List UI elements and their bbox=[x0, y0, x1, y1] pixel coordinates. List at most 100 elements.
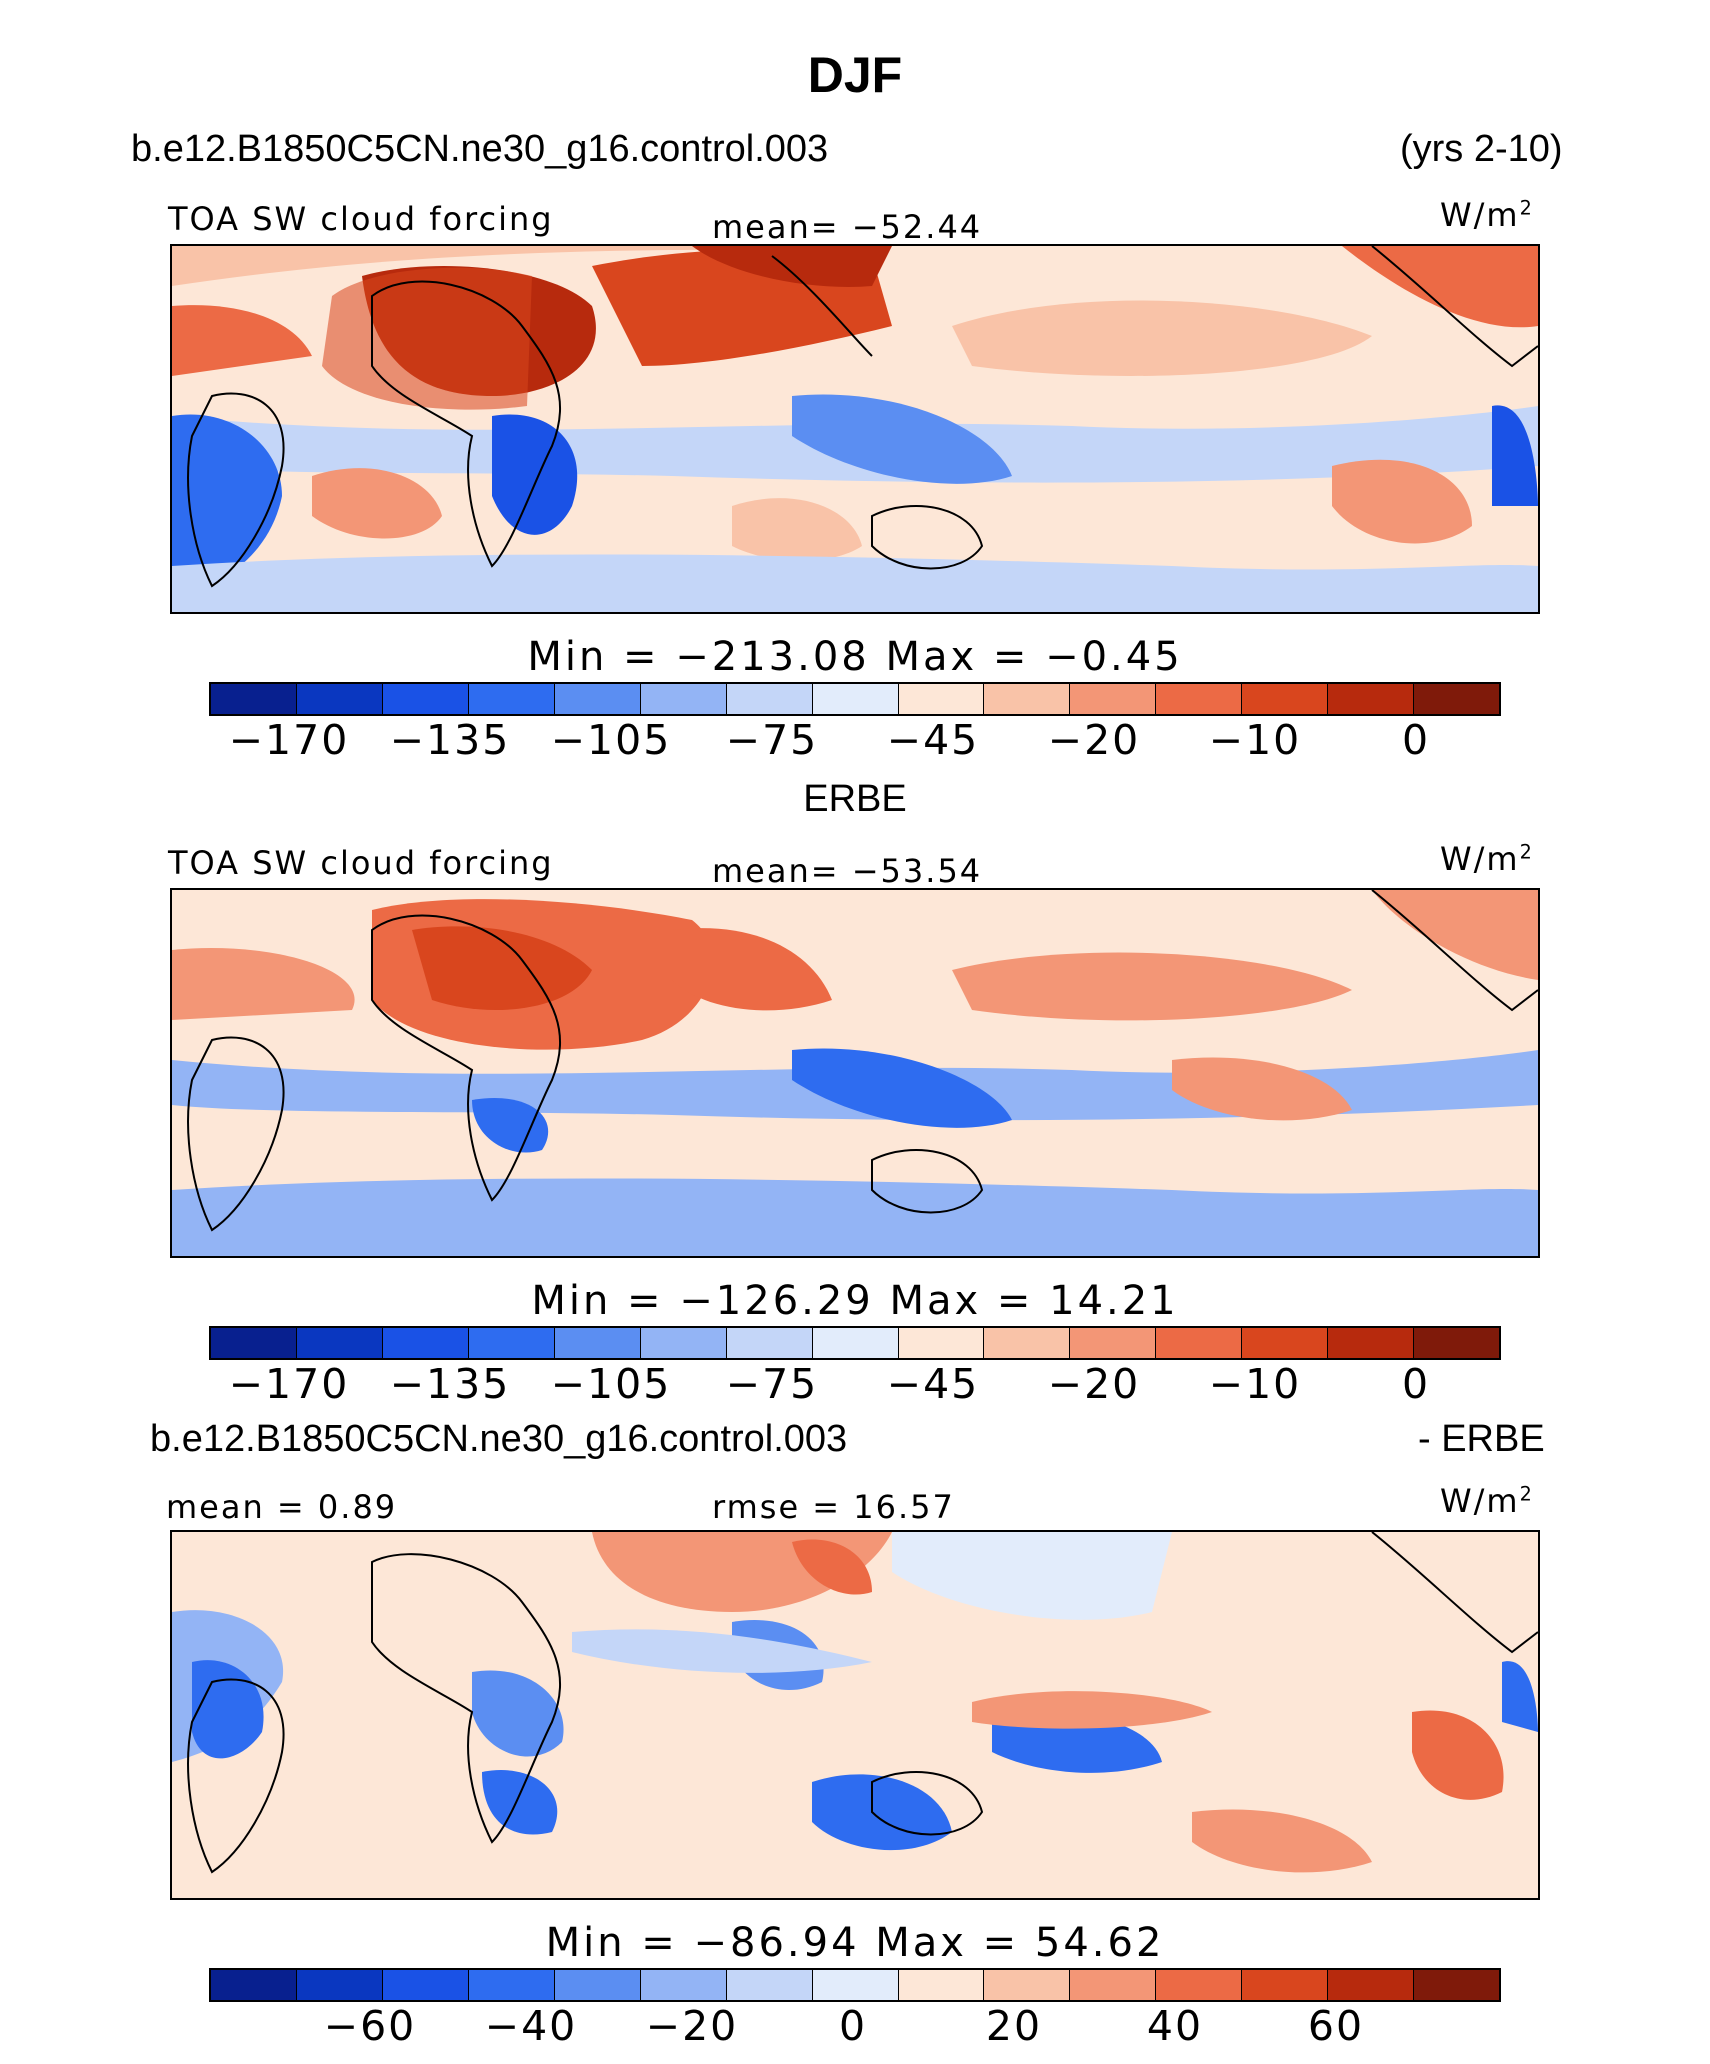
contour-region bbox=[472, 1670, 564, 1757]
figure-title: DJF bbox=[807, 47, 903, 103]
contour-region bbox=[472, 1098, 549, 1153]
colorbar-swatch bbox=[640, 1970, 727, 2000]
contour-region bbox=[1502, 1661, 1538, 1732]
panel3-contour-field bbox=[172, 1532, 1538, 1898]
colorbar-swatch bbox=[1070, 1970, 1157, 2000]
panel3-tick: −60 bbox=[323, 2002, 417, 2050]
coastline-australia bbox=[871, 1149, 984, 1214]
panel3-rmse-label: rmse = 16.57 bbox=[712, 1488, 955, 1526]
contour-region bbox=[952, 300, 1372, 376]
contour-region bbox=[732, 498, 862, 561]
panel2-obs-label: ERBE bbox=[803, 778, 907, 820]
panel2-contour-field bbox=[172, 890, 1538, 1256]
contour-region bbox=[492, 414, 578, 535]
contour-region bbox=[172, 305, 312, 376]
contour-region bbox=[1412, 1710, 1504, 1800]
contour-region bbox=[1372, 890, 1538, 980]
contour-region bbox=[172, 1178, 1538, 1256]
panel2-tick: −75 bbox=[725, 1360, 819, 1408]
panel1-variable-label: TOA SW cloud forcing bbox=[168, 200, 554, 238]
panel1-tick: −45 bbox=[886, 716, 980, 764]
panel3-minmax-label: Min = −86.94 Max = 54.62 bbox=[545, 1920, 1165, 1966]
panel1-mean-label: mean= −52.44 bbox=[712, 208, 983, 246]
coastline-north-america bbox=[1371, 890, 1538, 1012]
colorbar-swatch bbox=[984, 684, 1071, 714]
coastline-australia bbox=[871, 505, 984, 570]
panel3-case-label: b.e12.B1850C5CN.ne30_g16.control.003 bbox=[150, 1418, 848, 1460]
panel3-tick: 40 bbox=[1146, 2002, 1204, 2050]
colorbar-swatch bbox=[640, 1328, 727, 1358]
panel1-tick: −135 bbox=[389, 716, 511, 764]
panel2-map bbox=[170, 888, 1540, 1258]
colorbar-swatch bbox=[1414, 1328, 1500, 1358]
colorbar-swatch bbox=[812, 1328, 899, 1358]
panel1-tick: −105 bbox=[550, 716, 672, 764]
panel3-tick: 0 bbox=[838, 2002, 868, 2050]
colorbar-swatch bbox=[1156, 1970, 1243, 2000]
colorbar-swatch bbox=[211, 1328, 297, 1358]
colorbar-swatch bbox=[296, 1328, 383, 1358]
contour-region bbox=[172, 246, 872, 286]
coastline-south-america bbox=[187, 392, 285, 588]
colorbar-swatch bbox=[1242, 684, 1329, 714]
contour-region bbox=[482, 1770, 558, 1835]
panel2-tick: −135 bbox=[389, 1360, 511, 1408]
colorbar-swatch bbox=[1414, 1970, 1500, 2000]
colorbar-swatch bbox=[984, 1328, 1071, 1358]
coastline-north-america bbox=[1371, 1532, 1538, 1654]
colorbar-swatch bbox=[468, 1328, 555, 1358]
contour-region bbox=[792, 1539, 872, 1595]
panel1-map bbox=[170, 244, 1540, 614]
panel3-tick: 60 bbox=[1307, 2002, 1365, 2050]
colorbar-swatch bbox=[1156, 684, 1243, 714]
panel2-tick: 0 bbox=[1401, 1360, 1431, 1408]
panel2-minmax-label: Min = −126.29 Max = 14.21 bbox=[531, 1278, 1179, 1324]
contour-region bbox=[172, 554, 1538, 612]
contour-region bbox=[172, 948, 355, 1020]
colorbar-swatch bbox=[812, 684, 899, 714]
coastline-south-america bbox=[187, 1036, 285, 1232]
panel3-tick: −20 bbox=[645, 2002, 739, 2050]
contour-region bbox=[992, 1714, 1162, 1773]
colorbar-swatch bbox=[1070, 1328, 1157, 1358]
colorbar-swatch bbox=[382, 1970, 469, 2000]
colorbar-swatch bbox=[1328, 1970, 1415, 2000]
colorbar-swatch bbox=[296, 684, 383, 714]
panel2-tick: −105 bbox=[550, 1360, 672, 1408]
panel1-colorbar bbox=[209, 682, 1501, 716]
panel3-tick: −40 bbox=[484, 2002, 578, 2050]
panel1-tick: 0 bbox=[1401, 716, 1431, 764]
panel1-contour-field bbox=[172, 246, 1538, 612]
colorbar-swatch bbox=[211, 684, 297, 714]
contour-region bbox=[892, 1532, 1172, 1620]
panel2-tick: −45 bbox=[886, 1360, 980, 1408]
colorbar-swatch bbox=[382, 1328, 469, 1358]
colorbar-swatch bbox=[1414, 684, 1500, 714]
coastline-north-america bbox=[1371, 246, 1538, 368]
colorbar-swatch bbox=[640, 684, 727, 714]
colorbar-swatch bbox=[1242, 1328, 1329, 1358]
colorbar-swatch bbox=[726, 1970, 813, 2000]
colorbar-swatch bbox=[468, 684, 555, 714]
panel3-map bbox=[170, 1530, 1540, 1900]
contour-region bbox=[792, 1048, 1012, 1128]
panel1-units-label: W/m2 bbox=[1440, 196, 1534, 234]
colorbar-swatch bbox=[984, 1970, 1071, 2000]
colorbar-swatch bbox=[726, 1328, 813, 1358]
panel2-units-label: W/m2 bbox=[1440, 840, 1534, 878]
colorbar-swatch bbox=[726, 684, 813, 714]
coastline-africa bbox=[371, 1553, 561, 1844]
panel3-tick: 20 bbox=[985, 2002, 1043, 2050]
coastline-africa bbox=[371, 914, 561, 1202]
contour-region bbox=[972, 1691, 1212, 1729]
panel2-tick: −170 bbox=[228, 1360, 350, 1408]
panel3-diff-label: - ERBE bbox=[1418, 1418, 1545, 1460]
contour-region bbox=[312, 468, 442, 539]
contour-region bbox=[572, 1629, 872, 1673]
panel1-case-label: b.e12.B1850C5CN.ne30_g16.control.003 bbox=[131, 128, 829, 170]
panel2-colorbar bbox=[209, 1326, 1501, 1360]
panel2-mean-label: mean= −53.54 bbox=[712, 852, 983, 890]
coastline-asia bbox=[771, 255, 873, 357]
colorbar-swatch bbox=[554, 684, 641, 714]
contour-region bbox=[412, 926, 592, 1010]
